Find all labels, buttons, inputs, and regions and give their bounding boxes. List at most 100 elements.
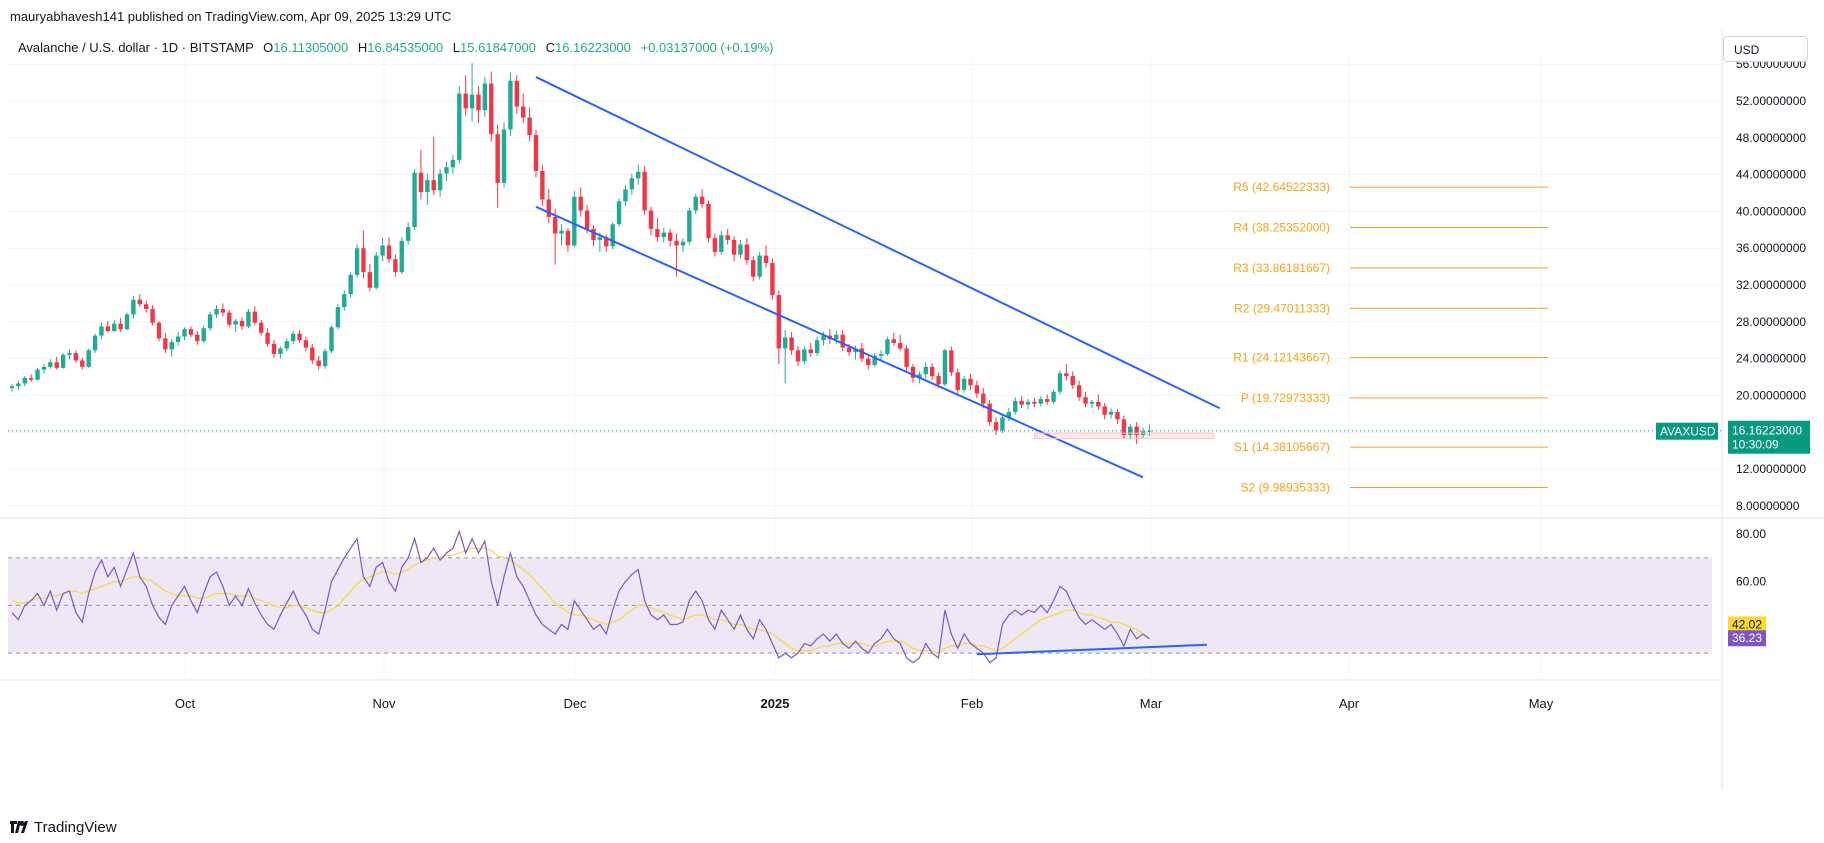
candle-body bbox=[86, 350, 91, 367]
candle-body bbox=[866, 358, 871, 366]
channel-lower-line bbox=[535, 205, 1144, 479]
symbol-title[interactable]: Avalanche / U.S. dollar · 1D · BITSTAMP bbox=[18, 40, 254, 55]
rsi-line bbox=[11, 529, 1150, 664]
candle bbox=[699, 189, 705, 208]
candle-body bbox=[1083, 397, 1088, 404]
candle-body bbox=[559, 230, 564, 234]
candle bbox=[361, 230, 366, 279]
candle-body bbox=[92, 335, 98, 351]
candle-body bbox=[648, 210, 654, 229]
candle bbox=[374, 251, 379, 290]
candle bbox=[469, 63, 475, 122]
candle-body bbox=[968, 378, 973, 386]
candle bbox=[572, 191, 577, 248]
pivot-level: P (19.72973333) bbox=[1241, 391, 1548, 405]
currency-button[interactable]: USD bbox=[1723, 36, 1808, 62]
candle bbox=[482, 77, 488, 117]
candle-body bbox=[616, 201, 622, 225]
candle bbox=[680, 238, 686, 252]
candle-body bbox=[214, 308, 219, 315]
candle-body bbox=[303, 340, 309, 348]
candle bbox=[67, 349, 72, 360]
candle-body bbox=[1006, 411, 1012, 418]
high-label: H bbox=[357, 40, 368, 55]
candle bbox=[284, 338, 289, 352]
candle bbox=[9, 384, 15, 392]
candle-body bbox=[808, 349, 813, 354]
candle bbox=[437, 169, 443, 197]
candle bbox=[610, 222, 615, 250]
rsi-value-label: 42.02 bbox=[1732, 617, 1762, 631]
candle bbox=[1000, 414, 1005, 434]
candle-body bbox=[163, 338, 168, 350]
candle-body bbox=[917, 374, 922, 378]
candle bbox=[706, 200, 711, 243]
support-zone-box bbox=[1033, 432, 1214, 440]
time-tick-label: Oct bbox=[175, 696, 196, 711]
candle-body bbox=[195, 334, 200, 342]
candle-body bbox=[124, 314, 130, 330]
tradingview-logo-icon[interactable] bbox=[10, 821, 28, 833]
candle-body bbox=[374, 255, 379, 288]
candle-body bbox=[974, 385, 980, 394]
candle bbox=[290, 331, 296, 344]
candle bbox=[552, 208, 558, 265]
candle bbox=[1128, 423, 1133, 440]
price-tag bbox=[1728, 420, 1810, 454]
candle-body bbox=[156, 322, 162, 339]
pivot-levels: R5 (42.64522333) R4 (38.25352000) R3 (33.8… bbox=[1233, 180, 1548, 494]
candle bbox=[981, 388, 986, 409]
candle bbox=[751, 256, 756, 282]
chart-canvas[interactable]: R5 (42.64522333) R4 (38.25352000) R3 (33.8… bbox=[0, 0, 1824, 815]
candle-body bbox=[546, 199, 551, 217]
candle bbox=[1083, 391, 1088, 408]
candle-body bbox=[1070, 376, 1075, 386]
candle bbox=[131, 296, 136, 320]
candle bbox=[527, 107, 532, 142]
candle-body bbox=[1038, 399, 1043, 404]
candle-body bbox=[552, 216, 558, 234]
price-tick-label: 52.00000000 bbox=[1736, 94, 1806, 108]
candle bbox=[450, 155, 456, 174]
candle bbox=[578, 187, 583, 217]
pivot-label: P (19.72973333) bbox=[1241, 391, 1330, 405]
candle-body bbox=[610, 224, 615, 247]
candle-body bbox=[99, 326, 104, 336]
candle-body bbox=[1096, 401, 1101, 407]
candle bbox=[143, 300, 149, 313]
candle bbox=[444, 161, 449, 182]
candle bbox=[35, 367, 40, 381]
candle bbox=[629, 173, 635, 195]
candle bbox=[642, 166, 647, 216]
candle bbox=[942, 348, 948, 387]
candle-body bbox=[463, 93, 468, 109]
candle bbox=[169, 339, 174, 357]
candle bbox=[929, 363, 935, 380]
price-tick-label: 24.00000000 bbox=[1736, 352, 1806, 366]
candle-body bbox=[514, 80, 520, 107]
candle bbox=[776, 290, 781, 365]
candle-body bbox=[719, 235, 724, 252]
candle bbox=[795, 345, 801, 366]
candle-body bbox=[636, 171, 641, 179]
candle-body bbox=[431, 180, 436, 191]
candle-body bbox=[1013, 400, 1018, 412]
candle bbox=[182, 327, 187, 341]
candle bbox=[1096, 394, 1101, 411]
candle bbox=[885, 336, 890, 356]
candle bbox=[431, 136, 436, 195]
candle-body bbox=[936, 376, 941, 385]
candle bbox=[195, 331, 200, 345]
candle bbox=[386, 237, 392, 263]
candle-body bbox=[188, 329, 194, 335]
candle bbox=[22, 376, 27, 387]
pivot-level: R3 (33.86181667) bbox=[1233, 261, 1548, 275]
candle-body bbox=[591, 228, 596, 240]
candle-body bbox=[1057, 373, 1063, 392]
candle bbox=[1102, 402, 1107, 420]
candle-body bbox=[751, 260, 756, 277]
candle-body bbox=[1128, 426, 1133, 435]
footer-brand[interactable]: TradingView bbox=[34, 818, 117, 836]
candle bbox=[1147, 424, 1152, 436]
time-tick-label: 2025 bbox=[761, 696, 790, 711]
